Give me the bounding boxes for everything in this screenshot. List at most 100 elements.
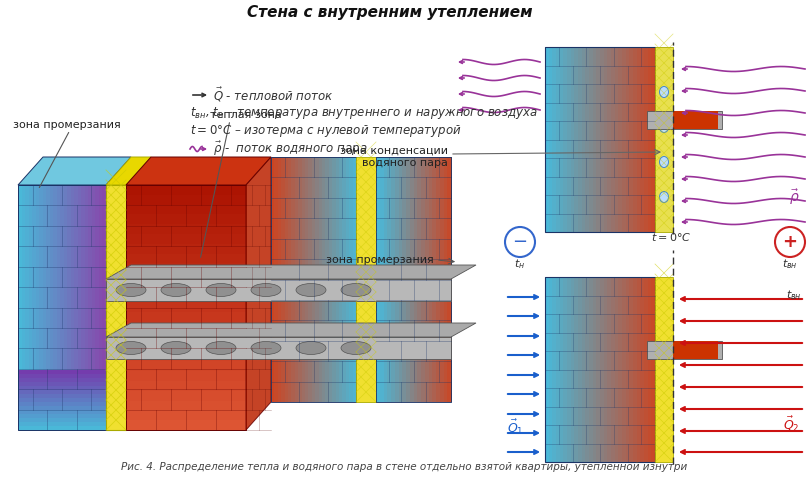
Ellipse shape	[116, 341, 146, 355]
Bar	[32, 185, 36, 430]
Text: Стена с внутренним утеплением: Стена с внутренним утеплением	[247, 4, 532, 20]
Bar	[18, 409, 106, 414]
Bar	[126, 341, 246, 351]
Bar	[92, 185, 96, 430]
Bar	[305, 157, 309, 402]
Ellipse shape	[206, 284, 236, 297]
Ellipse shape	[341, 284, 371, 297]
Bar	[18, 389, 106, 394]
Bar	[95, 185, 99, 430]
Polygon shape	[126, 157, 271, 185]
Bar	[585, 47, 590, 232]
Bar	[625, 277, 629, 462]
Bar	[622, 277, 626, 462]
Bar	[339, 157, 343, 402]
Bar	[126, 302, 246, 312]
Polygon shape	[106, 323, 476, 337]
Bar	[570, 47, 574, 232]
Bar	[329, 157, 333, 402]
Ellipse shape	[296, 341, 326, 355]
Bar	[376, 157, 451, 402]
Text: зона конденсации
водяного пара: зона конденсации водяного пара	[340, 146, 448, 168]
Bar	[578, 277, 583, 462]
Bar	[312, 157, 316, 402]
Bar	[556, 277, 560, 462]
Text: $\vec{\rho}$: $\vec{\rho}$	[789, 187, 800, 207]
Bar	[352, 157, 356, 402]
Bar	[545, 277, 549, 462]
Bar	[88, 185, 92, 430]
Bar	[589, 47, 593, 232]
Bar	[18, 185, 106, 430]
Bar	[18, 377, 106, 382]
Bar	[126, 184, 246, 195]
Text: $\vec{Q}_1$: $\vec{Q}_1$	[507, 417, 524, 437]
Bar	[18, 382, 106, 386]
Bar	[322, 157, 326, 402]
Bar	[647, 111, 722, 129]
Bar	[126, 292, 246, 302]
Bar	[275, 157, 278, 402]
Text: $\vec{Q}$ - тепловой поток: $\vec{Q}$ - тепловой поток	[213, 86, 334, 104]
Bar	[387, 157, 392, 402]
Bar	[629, 47, 633, 232]
Bar	[604, 277, 608, 462]
Bar	[545, 47, 655, 232]
Bar	[391, 157, 395, 402]
Bar	[574, 277, 579, 462]
Bar	[637, 277, 641, 462]
Bar	[343, 157, 347, 402]
Bar	[126, 185, 246, 430]
Polygon shape	[246, 157, 271, 430]
Bar	[428, 157, 433, 402]
Bar	[611, 277, 615, 462]
Bar	[36, 185, 40, 430]
Bar	[126, 273, 246, 283]
Bar	[384, 157, 388, 402]
Bar	[335, 157, 339, 402]
Bar	[126, 371, 246, 381]
Bar	[600, 47, 604, 232]
Bar	[556, 47, 560, 232]
Bar	[126, 410, 246, 420]
Bar	[318, 157, 322, 402]
Bar	[651, 47, 655, 232]
Bar	[288, 157, 292, 402]
Bar	[618, 277, 622, 462]
Bar	[440, 157, 444, 402]
Bar	[349, 157, 353, 402]
Bar	[436, 157, 440, 402]
Bar	[126, 381, 246, 391]
Ellipse shape	[251, 284, 281, 297]
Bar	[592, 47, 597, 232]
Bar	[421, 157, 425, 402]
Bar	[574, 47, 579, 232]
Bar	[648, 47, 652, 232]
Bar	[61, 185, 65, 430]
Bar	[126, 214, 246, 224]
Bar	[644, 277, 648, 462]
Bar	[356, 157, 376, 402]
Bar	[570, 277, 574, 462]
Text: зона промерзания: зона промерзания	[326, 255, 434, 265]
Bar	[380, 157, 384, 402]
Bar	[103, 185, 107, 430]
Bar	[553, 277, 557, 462]
Circle shape	[775, 227, 805, 257]
Bar	[563, 277, 567, 462]
Bar	[560, 277, 564, 462]
Bar	[278, 157, 282, 402]
Bar	[398, 157, 402, 402]
Text: $t_{вн}$: $t_{вн}$	[782, 257, 797, 271]
Bar	[640, 277, 645, 462]
Bar	[271, 157, 356, 402]
Bar	[18, 394, 106, 398]
Bar	[611, 47, 615, 232]
Bar	[615, 277, 619, 462]
Bar	[592, 277, 597, 462]
Bar	[126, 420, 246, 430]
Bar	[448, 157, 452, 402]
Bar	[417, 157, 422, 402]
Ellipse shape	[659, 192, 668, 203]
Bar	[292, 157, 295, 402]
